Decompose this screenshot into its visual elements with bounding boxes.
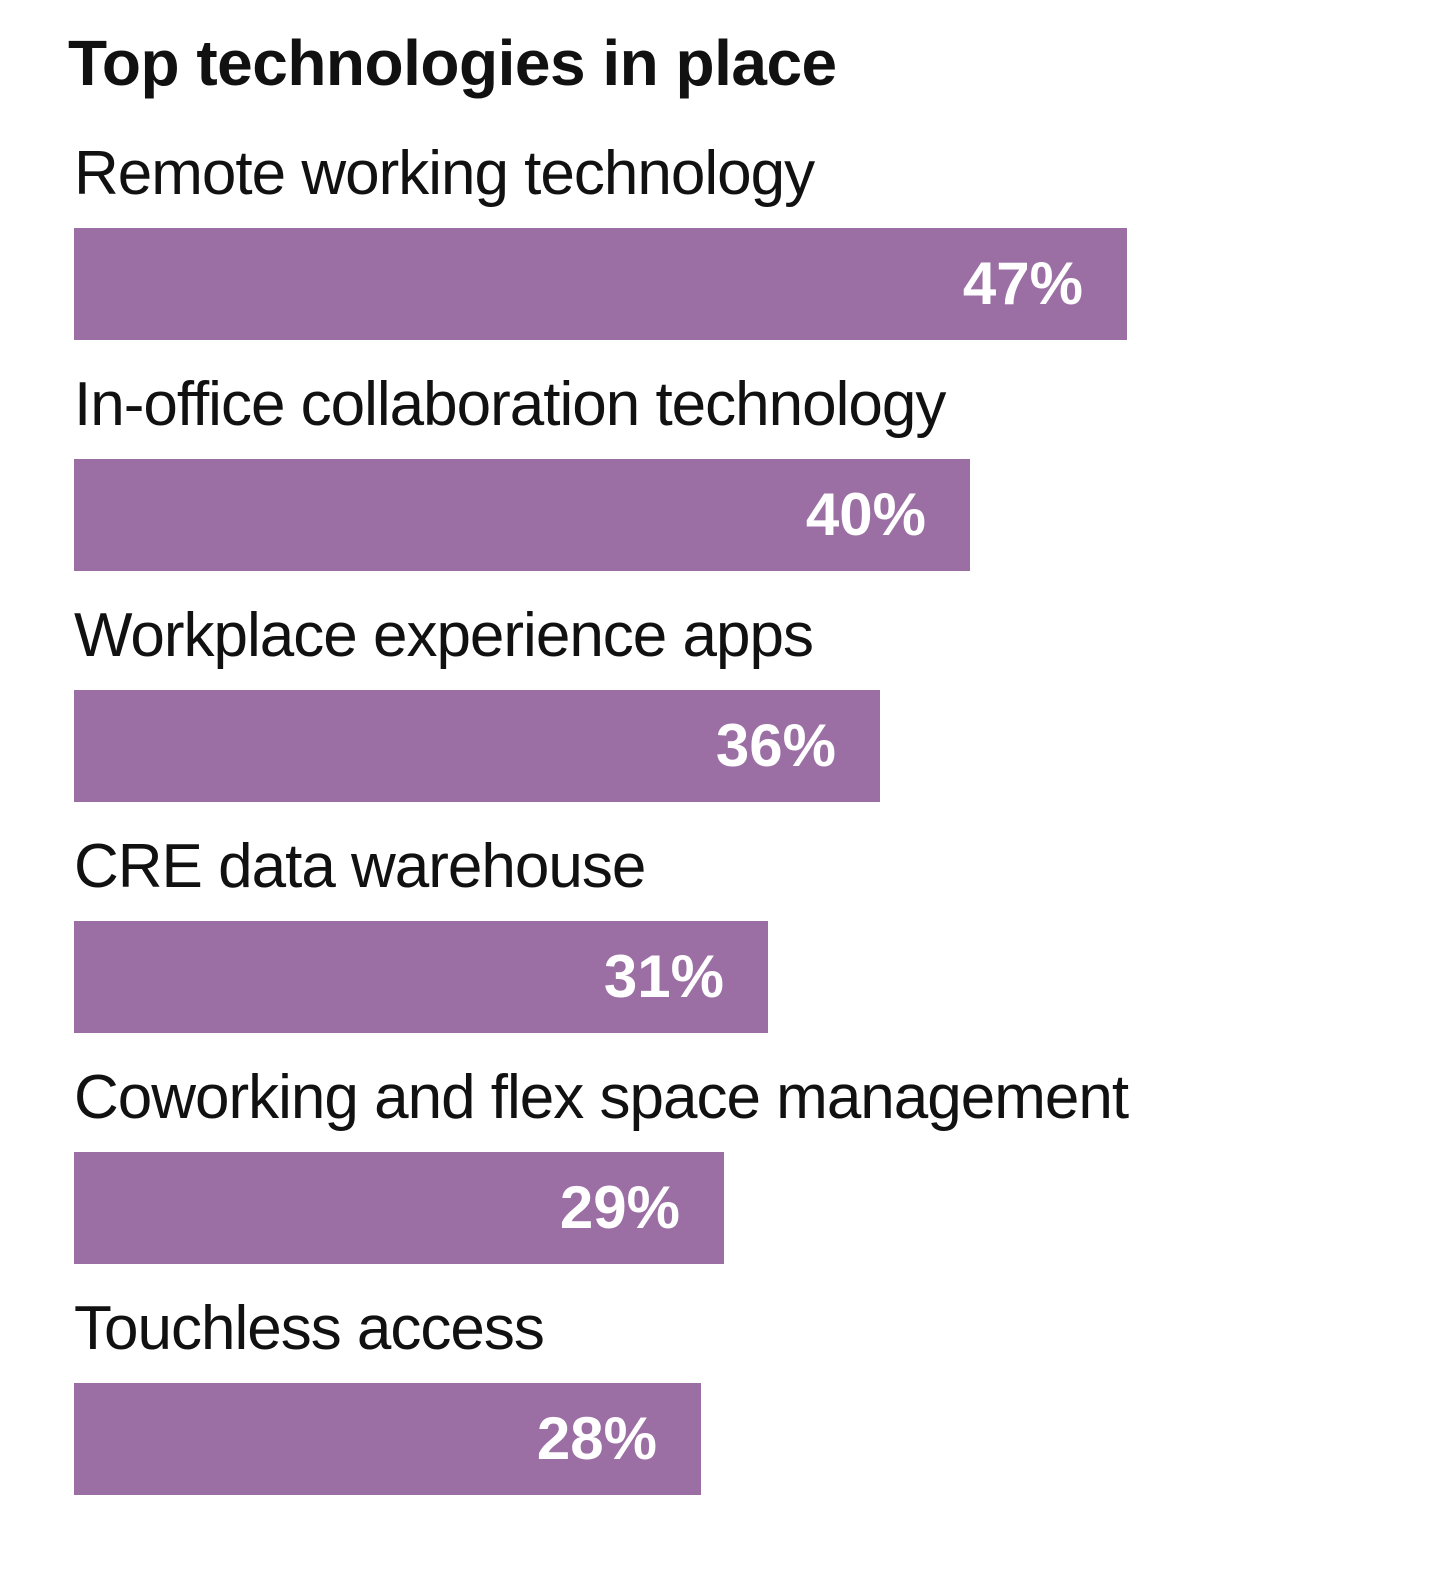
bar: 36% bbox=[74, 690, 880, 802]
chart-title: Top technologies in place bbox=[68, 27, 837, 99]
bar-value-label: 29% bbox=[559, 1174, 680, 1241]
bar: 47% bbox=[74, 228, 1127, 340]
bar: 28% bbox=[74, 1383, 701, 1495]
category-label: Workplace experience apps bbox=[74, 601, 814, 670]
bar-value-label: 40% bbox=[805, 481, 926, 548]
bar: 31% bbox=[74, 921, 768, 1033]
bar-value-label: 31% bbox=[603, 943, 724, 1010]
category-label: Remote working technology bbox=[74, 139, 815, 208]
category-label: Touchless access bbox=[74, 1294, 545, 1363]
bar-value-label: 28% bbox=[536, 1405, 657, 1472]
category-label: Coworking and flex space management bbox=[74, 1063, 1129, 1132]
bar: 29% bbox=[74, 1152, 724, 1264]
bar-value-label: 36% bbox=[715, 712, 836, 779]
category-label: CRE data warehouse bbox=[74, 832, 646, 901]
bar: 40% bbox=[74, 459, 970, 571]
bar-value-label: 47% bbox=[962, 250, 1083, 317]
category-label: In-office collaboration technology bbox=[74, 370, 946, 439]
